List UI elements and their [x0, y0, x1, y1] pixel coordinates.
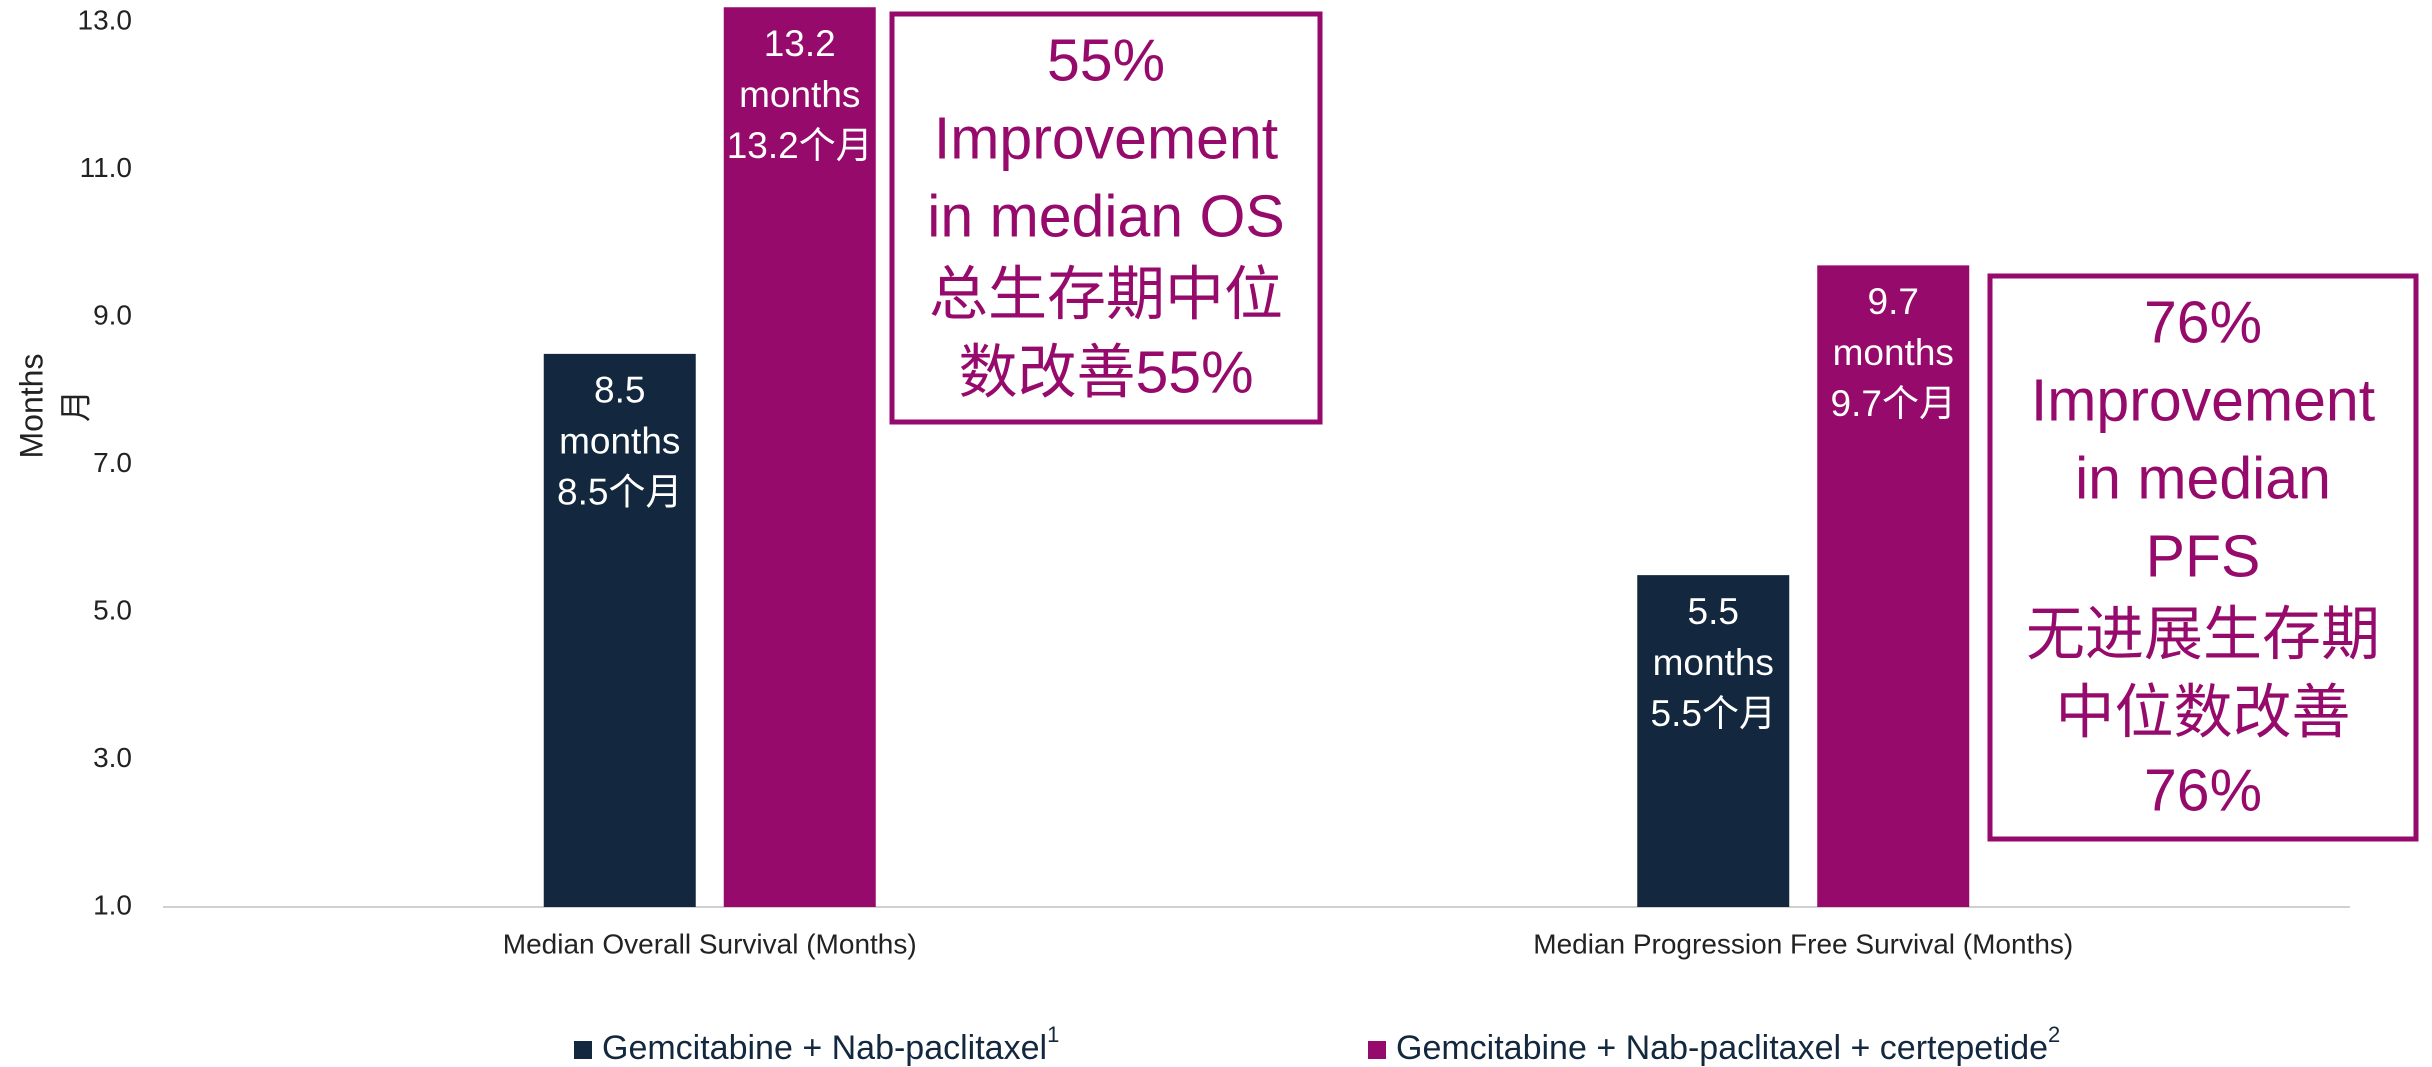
- legend-name: Gemcitabine + Nab-paclitaxel: [602, 1029, 1047, 1067]
- y-axis-label: Months 月: [13, 354, 93, 459]
- legend-label: Gemcitabine + Nab-paclitaxel + certepeti…: [1396, 1022, 2060, 1067]
- bar-label: months: [739, 74, 860, 115]
- bar-label: 9.7: [1868, 281, 1919, 322]
- annotation-text: Improvement: [934, 106, 1278, 172]
- bar: [543, 353, 696, 907]
- annotation-box: [1987, 273, 2419, 842]
- y-axis-label-line: 月: [57, 390, 93, 422]
- y-tick-label: 13.0: [78, 4, 133, 35]
- annotation-text: 数改善55%: [958, 340, 1253, 406]
- bar-label: 5.5个月: [1651, 693, 1776, 734]
- bar-label: months: [1653, 642, 1774, 683]
- legend-label: Gemcitabine + Nab-paclitaxel1: [602, 1022, 1059, 1067]
- legend-name: Gemcitabine + Nab-paclitaxel + certepeti…: [1396, 1029, 2048, 1067]
- x-tick-label: Median Overall Survival (Months): [503, 928, 917, 959]
- legend-sup: 1: [1047, 1022, 1059, 1047]
- y-tick-label: 3.0: [93, 742, 132, 773]
- y-tick-label: 1.0: [93, 889, 132, 920]
- bar-label: 5.5: [1688, 591, 1739, 632]
- bar: [1637, 575, 1790, 907]
- annotation-text: 76%: [2144, 758, 2262, 824]
- annotation-text: 中位数改善: [2055, 680, 2350, 746]
- bar-label: 13.2个月: [727, 125, 873, 166]
- bar: [723, 7, 876, 907]
- y-tick-label: 11.0: [80, 152, 132, 183]
- bar-label: 9.7个月: [1831, 383, 1956, 424]
- annotation-text: in median: [2075, 446, 2331, 512]
- bar-label: 13.2: [764, 23, 836, 64]
- annotation-text: PFS: [2146, 524, 2261, 590]
- legend-swatch: [574, 1041, 592, 1059]
- annotation-text: 无进展生存期: [2026, 602, 2380, 668]
- bar-label: months: [559, 421, 680, 462]
- annotation-text: in median OS: [927, 184, 1284, 250]
- bar-label: 8.5个月: [557, 472, 682, 513]
- y-axis-label-line: Months: [13, 354, 49, 459]
- annotation-text: 总生存期中位: [929, 262, 1283, 328]
- annotation-text: 55%: [1047, 28, 1165, 94]
- bar-label: months: [1833, 332, 1954, 373]
- bar-label: 8.5: [594, 370, 645, 411]
- x-tick-label: Median Progression Free Survival (Months…: [1533, 928, 2073, 959]
- annotation-text: 76%: [2144, 290, 2262, 356]
- bar: [1817, 265, 1970, 907]
- annotation-box: [889, 11, 1323, 425]
- legend-swatch: [1368, 1041, 1386, 1059]
- legend-sup: 2: [2048, 1022, 2060, 1047]
- y-tick-label: 5.0: [93, 594, 132, 625]
- y-tick-label: 9.0: [93, 299, 132, 330]
- y-tick-label: 7.0: [93, 447, 132, 478]
- annotation-text: Improvement: [2031, 368, 2375, 434]
